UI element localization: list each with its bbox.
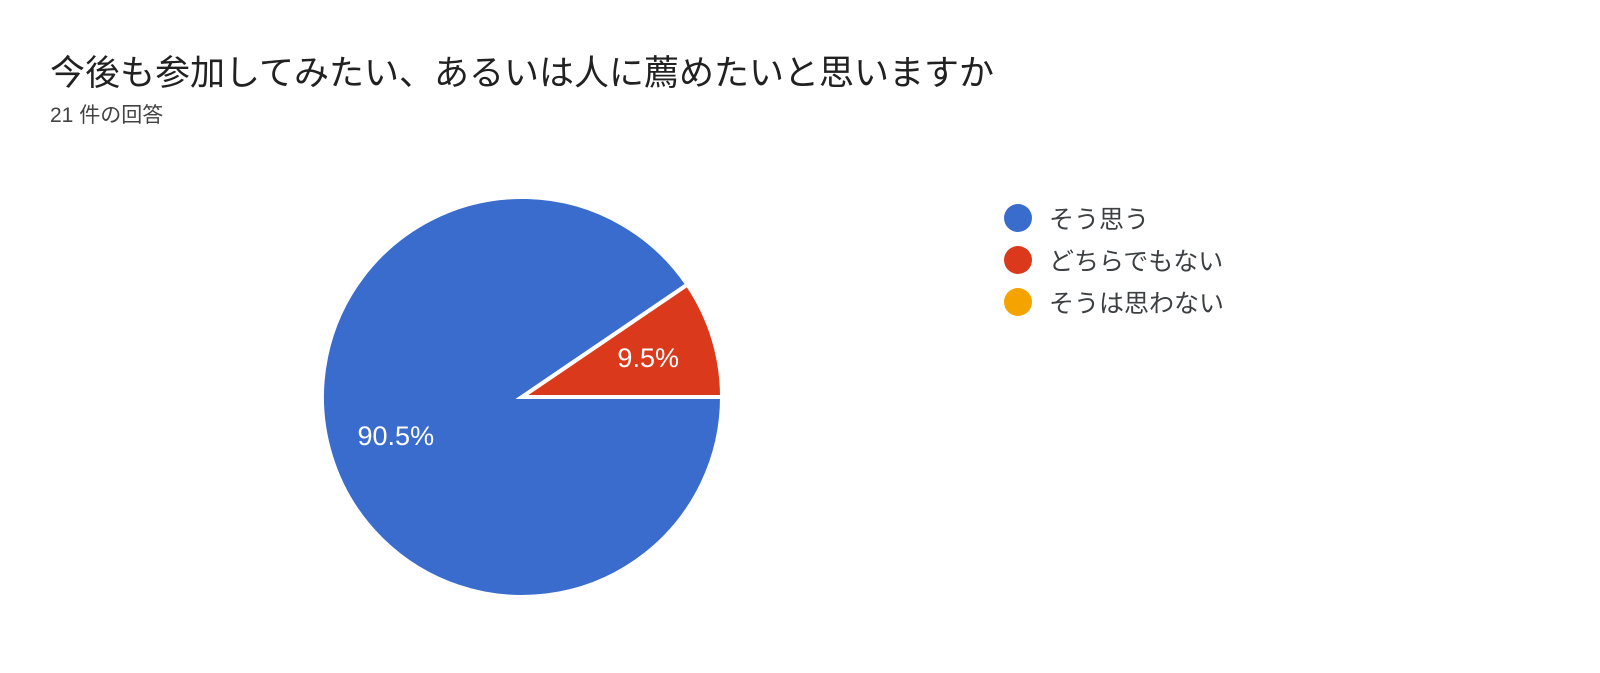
legend-swatch-icon <box>1004 204 1032 232</box>
legend-label: どちらでもない <box>1049 248 1224 276</box>
legend-item-1: どちらでもない <box>1004 246 1224 276</box>
chart-title: 今後も参加してみたい、あるいは人に薦めたいと思いますか <box>50 54 994 93</box>
pie-chart: 90.5% 9.5% <box>320 195 725 599</box>
pie-slice-percent-label: 9.5% <box>617 343 679 373</box>
legend-label: そう思う <box>1049 206 1150 234</box>
legend-label: そうは思わない <box>1049 290 1225 318</box>
pie-slice-1[interactable] <box>515 281 725 399</box>
legend-item-2: そうは思わない <box>1004 288 1224 318</box>
legend-item-0: そう思う <box>1004 204 1224 234</box>
legend-swatch-icon <box>1004 288 1032 316</box>
legend-swatch-icon <box>1004 246 1032 274</box>
legend: そう思うどちらでもない そうは思わない <box>1004 204 1224 330</box>
pie-slice-percent-label: 90.5% <box>358 421 435 451</box>
response-count: 21 件の回答 <box>50 104 164 127</box>
